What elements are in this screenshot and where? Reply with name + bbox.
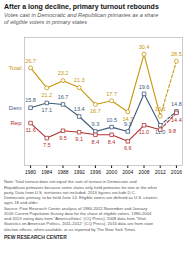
svg-text:1996: 1996: [90, 169, 101, 175]
svg-text:21.2: 21.2: [41, 92, 52, 98]
svg-text:2008: 2008: [138, 169, 149, 175]
svg-text:1980: 1980: [25, 169, 36, 175]
svg-text:26.7: 26.7: [25, 58, 36, 64]
svg-text:17.1: 17.1: [41, 107, 52, 113]
svg-text:1992: 1992: [74, 169, 85, 175]
svg-text:15.8: 15.8: [25, 98, 36, 104]
svg-text:14.7: 14.7: [122, 115, 134, 122]
html-text:Note: Total turnout does not e: Note: Total turnout does not equal the s…: [4, 179, 158, 232]
svg-text:9.8: 9.8: [168, 129, 176, 135]
svg-text:Total: Total: [9, 65, 22, 71]
svg-text:19.6: 19.6: [139, 84, 150, 90]
svg-text:9.1: 9.1: [75, 136, 83, 142]
svg-text:1988: 1988: [57, 169, 68, 175]
svg-text:21.3: 21.3: [74, 78, 85, 84]
svg-text:2000: 2000: [106, 169, 117, 175]
svg-text:14.4: 14.4: [171, 117, 182, 123]
svg-text:2004: 2004: [122, 169, 133, 175]
svg-text:9.3: 9.3: [124, 122, 132, 128]
svg-text:14.8: 14.8: [171, 101, 182, 107]
html-text:After a long decline, primary: After a long decline, primary turnout re…: [4, 3, 159, 10]
svg-text:Dem: Dem: [9, 105, 22, 111]
svg-text:1984: 1984: [41, 169, 52, 175]
svg-text:11.6: 11.6: [25, 127, 35, 133]
svg-text:8.4: 8.4: [108, 139, 116, 145]
svg-text:2016: 2016: [171, 169, 182, 175]
html-text:PEW RESEARCH CENTER: PEW RESEARCH CENTER: [4, 233, 67, 240]
svg-text:16.7: 16.7: [58, 95, 69, 101]
svg-text:7.5: 7.5: [43, 142, 51, 148]
svg-text:8.4: 8.4: [92, 139, 100, 145]
svg-text:6.6: 6.6: [124, 145, 132, 151]
svg-text:16.7: 16.7: [90, 109, 101, 115]
svg-text:13.4: 13.4: [74, 107, 85, 113]
svg-text:13.5: 13.5: [155, 106, 166, 112]
svg-text:Rep: Rep: [10, 120, 22, 126]
svg-text:28.5: 28.5: [171, 51, 182, 57]
svg-text:2012: 2012: [155, 169, 166, 175]
svg-text:9.5: 9.5: [59, 135, 67, 141]
svg-text:11.0: 11.0: [155, 129, 166, 136]
svg-text:17.7: 17.7: [106, 91, 117, 97]
svg-text:9.3: 9.3: [92, 122, 100, 128]
svg-text:11.0: 11.0: [139, 129, 149, 135]
svg-text:30.4: 30.4: [139, 44, 150, 50]
svg-text:10.5: 10.5: [106, 117, 117, 123]
svg-text:23.2: 23.2: [58, 71, 69, 77]
html-text:Votes cast in Democratic and R: Votes cast in Democratic and Republican …: [4, 12, 159, 26]
